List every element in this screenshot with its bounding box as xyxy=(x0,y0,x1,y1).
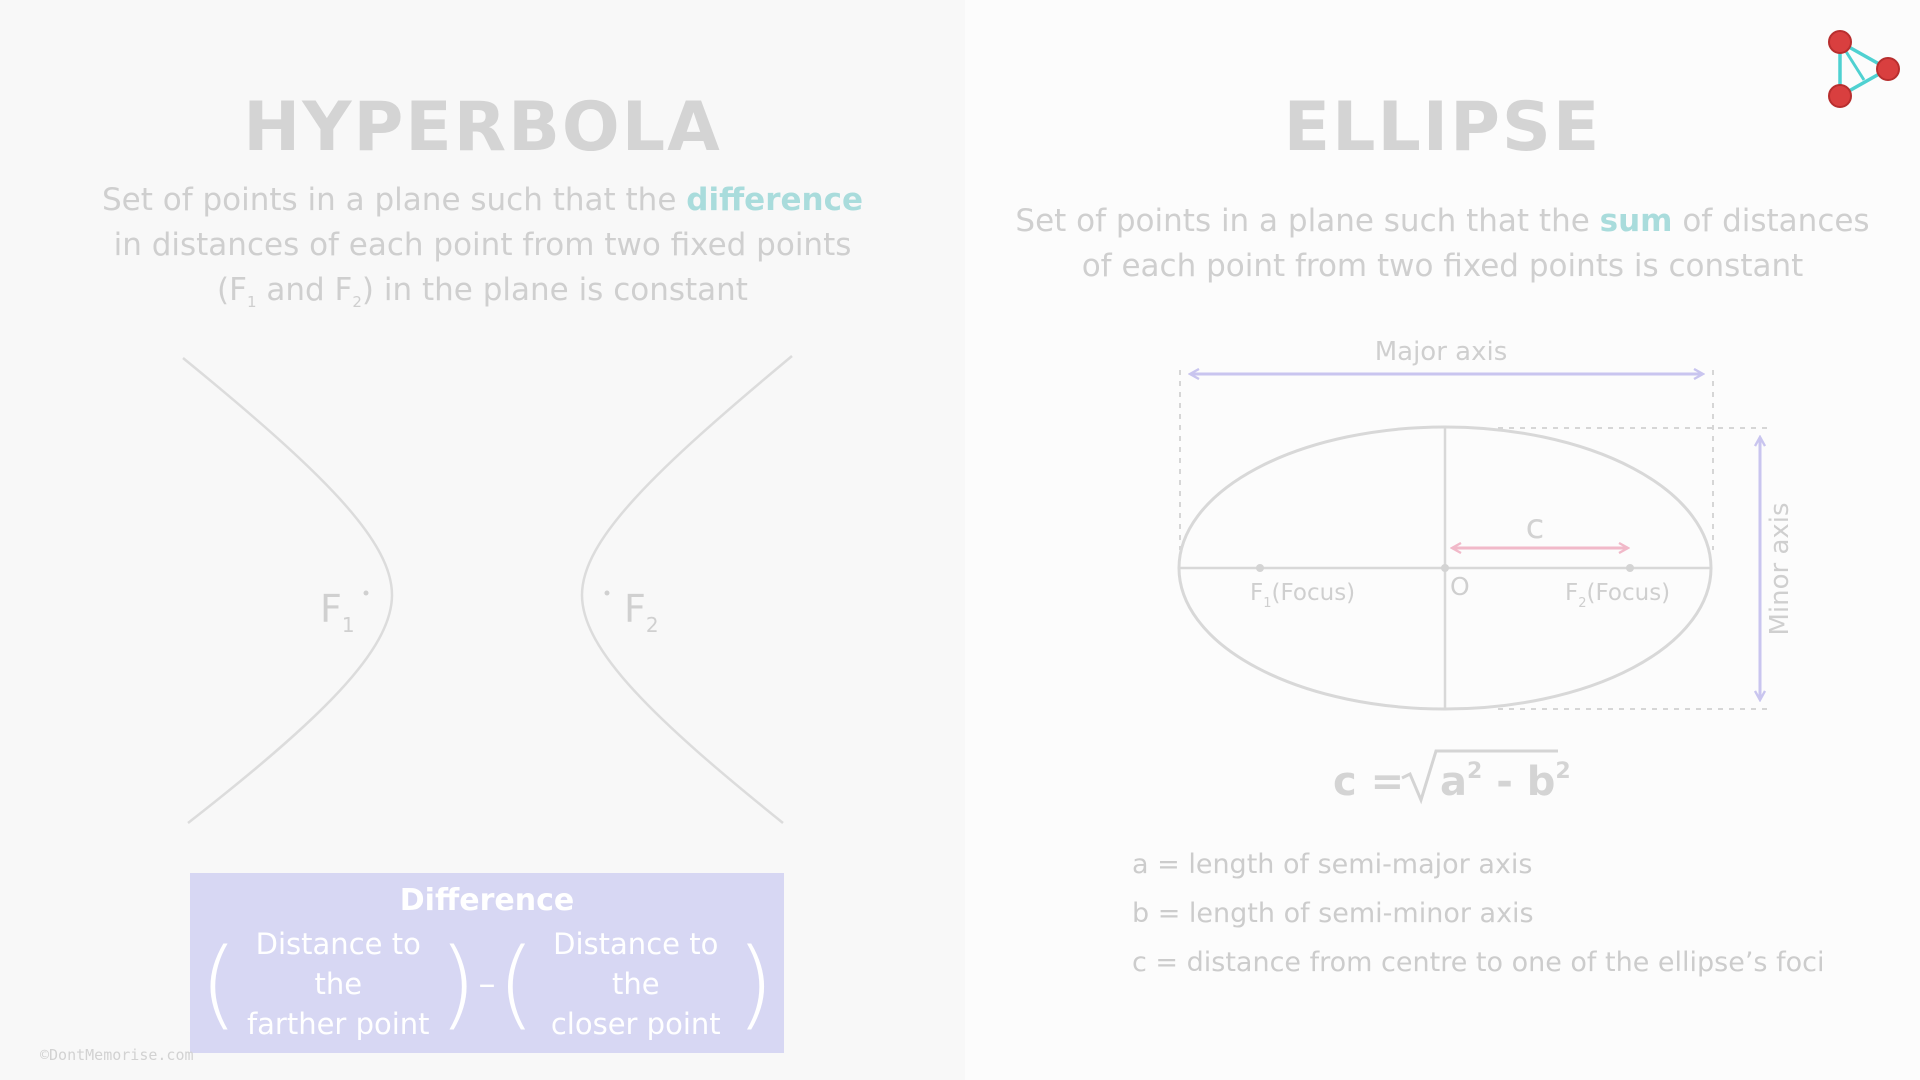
ellipse-def-line2: of each point from two fixed points is c… xyxy=(1081,248,1804,284)
minor-axis-label: Minor axis xyxy=(1765,502,1795,635)
hyperbola-left-branch xyxy=(182,357,394,824)
difference-highlight: difference xyxy=(686,182,863,218)
ellipse-legend: a = length of semi-major axis b = length… xyxy=(1132,840,1824,987)
closer-distance-term: Distance to the closer point xyxy=(550,927,721,1041)
hyperbola-focus1-label: F1 xyxy=(320,587,355,637)
left-paren-icon: ( xyxy=(200,928,238,1040)
ellipse-dashed-guides xyxy=(1179,370,1772,710)
copyright-text: ©DontMemorise.com xyxy=(40,1046,194,1064)
left-paren-icon: ( xyxy=(497,928,535,1040)
difference-box: Difference ( Distance to the farther poi… xyxy=(190,873,784,1053)
svg-text:c =: c = xyxy=(1333,759,1404,805)
right-paren-icon: ) xyxy=(439,928,477,1040)
ellipse-focus2-label: F2(Focus) xyxy=(1565,580,1670,611)
farther-distance-term: Distance to the farther point xyxy=(246,927,430,1041)
minus-operator: – xyxy=(478,964,496,1004)
legend-b: b = length of semi-minor axis xyxy=(1132,898,1534,929)
hyperbola-right-branch xyxy=(580,355,793,824)
legend-a: a = length of semi-major axis xyxy=(1132,849,1533,880)
difference-expression: ( Distance to the farther point ) – ( Di… xyxy=(200,927,774,1041)
difference-box-title: Difference xyxy=(399,883,575,918)
right-paren-icon: ) xyxy=(736,928,774,1040)
hyperbola-focus2-dot xyxy=(604,590,610,596)
major-axis-label: Major axis xyxy=(1375,337,1508,367)
sqrt-sign-icon xyxy=(1401,749,1558,805)
legend-c: c = distance from centre to one of the e… xyxy=(1132,947,1825,978)
ellipse-focus2-dot xyxy=(1626,564,1634,572)
ellipse-title: ELLIPSE xyxy=(1283,88,1602,167)
hyperbola-def-line3: (F1 and F2) in the plane is constant xyxy=(217,272,748,312)
ellipse-center-label: O xyxy=(1450,572,1470,601)
sum-highlight: sum xyxy=(1599,203,1673,239)
ellipse-def-line1: Set of points in a plane such that the s… xyxy=(1015,203,1870,239)
ellipse-focus1-label: F1(Focus) xyxy=(1250,580,1355,611)
hyperbola-focus1-dot xyxy=(363,590,369,596)
ellipse-focus1-dot xyxy=(1256,564,1264,572)
hyperbola-focus2-label: F2 xyxy=(624,587,659,637)
ellipse-definition: Set of points in a plane such that the s… xyxy=(975,199,1910,289)
hyperbola-def-line1: Set of points in a plane such that the d… xyxy=(101,182,863,218)
c-formula: c = a2 - b2 xyxy=(1333,749,1571,805)
c-label: c xyxy=(1526,507,1545,547)
ellipse-center-dot xyxy=(1441,564,1449,572)
hyperbola-title: HYPERBOLA xyxy=(243,88,722,167)
hyperbola-definition: Set of points in a plane such that the d… xyxy=(30,178,935,325)
hyperbola-def-line2: in distances of each point from two fixe… xyxy=(113,227,852,263)
svg-text:a2 - b2: a2 - b2 xyxy=(1440,759,1571,805)
dontmemorise-play-logo-icon xyxy=(1828,30,1900,108)
